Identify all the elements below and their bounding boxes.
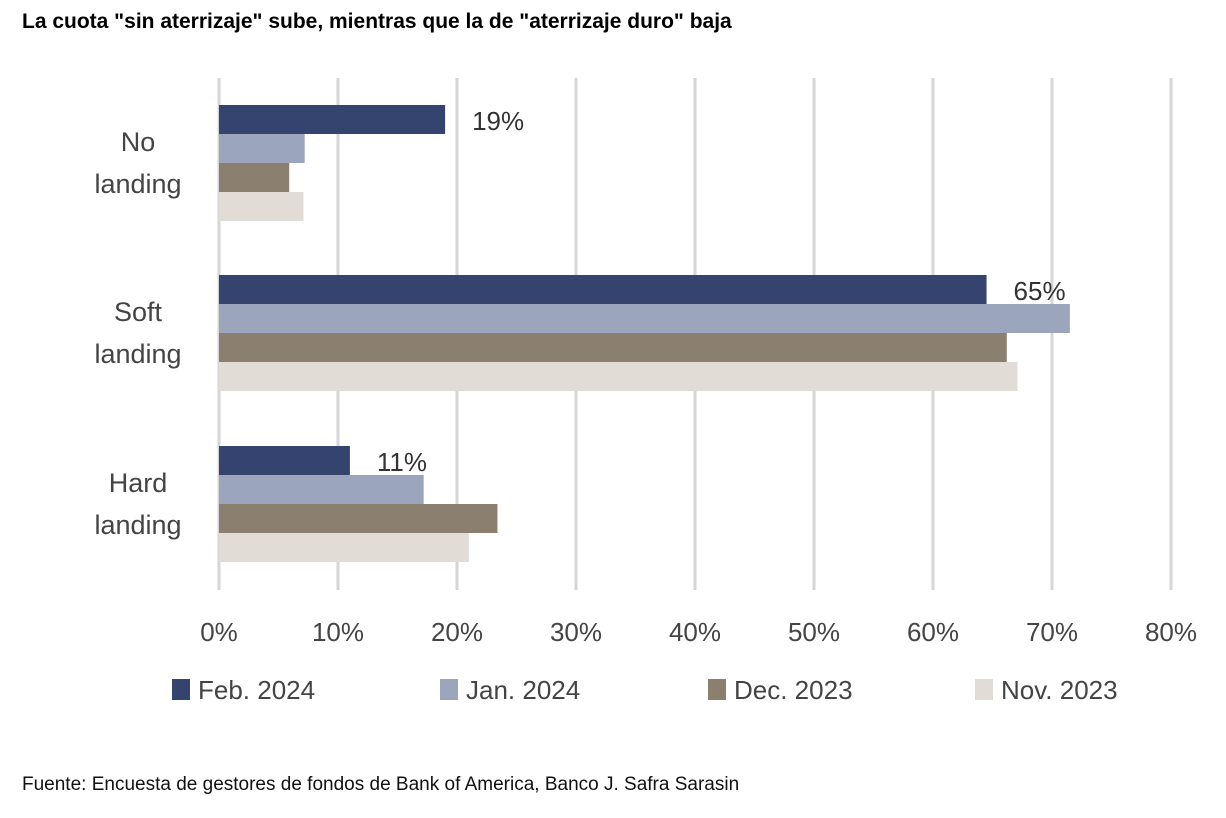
legend-swatch <box>975 679 993 700</box>
legend-label: Jan. 2024 <box>466 675 580 705</box>
legend-label: Nov. 2023 <box>1001 675 1118 705</box>
category-label: Hard <box>109 468 168 498</box>
category-label: landing <box>94 510 181 540</box>
legend-swatch <box>172 679 190 700</box>
legend-swatch <box>708 679 726 700</box>
bar-3-2 <box>219 533 469 562</box>
bar-0-1 <box>219 275 987 304</box>
x-tick-label: 40% <box>669 617 721 647</box>
bar-2-1 <box>219 333 1007 362</box>
source-note: Fuente: Encuesta de gestores de fondos d… <box>22 774 740 795</box>
category-label: No <box>121 127 156 157</box>
legend-swatch <box>440 679 458 700</box>
category-label: landing <box>94 169 181 199</box>
data-label: 65% <box>1014 276 1066 306</box>
bar-chart: 0% 10% 20% 30% 40% 50% 60% 70% 80% No landing Soft l… <box>94 78 1197 705</box>
x-tick-label: 20% <box>431 617 483 647</box>
x-tick-label: 0% <box>200 617 238 647</box>
data-label: 11% <box>377 447 427 477</box>
bar-1-0 <box>219 134 305 163</box>
legend-label: Feb. 2024 <box>198 675 315 705</box>
legend-label: Dec. 2023 <box>734 675 853 705</box>
bar-0-0 <box>219 105 446 134</box>
x-tick-label: 50% <box>788 617 840 647</box>
x-tick-label: 70% <box>1026 617 1078 647</box>
x-tick-label: 80% <box>1145 617 1197 647</box>
bar-1-2 <box>219 475 424 504</box>
bar-1-1 <box>219 304 1070 333</box>
x-tick-label: 10% <box>312 617 364 647</box>
bar-3-1 <box>219 362 1018 391</box>
category-label: Soft <box>114 297 163 327</box>
category-label: landing <box>94 339 181 369</box>
x-tick-label: 60% <box>907 617 959 647</box>
bar-2-2 <box>219 504 498 533</box>
bar-2-0 <box>219 163 290 192</box>
x-tick-label: 30% <box>550 617 602 647</box>
chart-title: La cuota "sin aterrizaje" sube, mientras… <box>22 10 732 33</box>
bar-0-2 <box>219 446 350 475</box>
bar-3-0 <box>219 192 304 221</box>
data-label: 19% <box>472 106 524 136</box>
